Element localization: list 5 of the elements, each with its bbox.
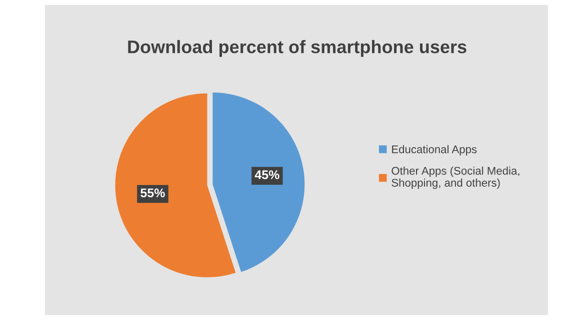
chart-title: Download percent of smartphone users: [128, 40, 466, 57]
data-label: 55%: [140, 188, 165, 198]
legend-label: Other Apps (Social Media, Shopping, and others): [392, 166, 520, 189]
legend-label: Educational Apps: [392, 145, 477, 156]
data-label: 45%: [254, 170, 280, 180]
